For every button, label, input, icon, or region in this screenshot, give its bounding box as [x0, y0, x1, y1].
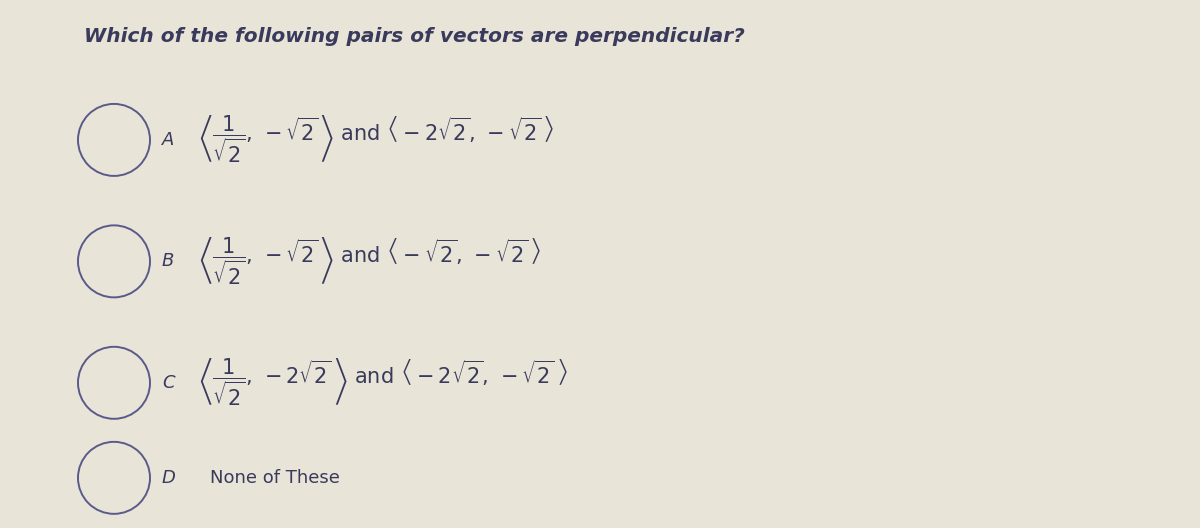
Text: $\left\langle \dfrac{1}{\sqrt{2}},\, -\sqrt{2}\, \right\rangle$ and $\left\langl: $\left\langle \dfrac{1}{\sqrt{2}},\, -\s… [198, 115, 554, 165]
Text: D: D [162, 469, 176, 487]
Text: A: A [162, 131, 174, 149]
Text: None of These: None of These [210, 469, 340, 487]
Text: B: B [162, 252, 174, 270]
Text: C: C [162, 374, 175, 392]
Text: Which of the following pairs of vectors are perpendicular?: Which of the following pairs of vectors … [84, 27, 745, 46]
Text: $\left\langle \dfrac{1}{\sqrt{2}},\, -2\sqrt{2}\, \right\rangle$ and $\left\lang: $\left\langle \dfrac{1}{\sqrt{2}},\, -2\… [198, 357, 568, 408]
Text: $\left\langle \dfrac{1}{\sqrt{2}},\, -\sqrt{2}\, \right\rangle$ and $\left\langl: $\left\langle \dfrac{1}{\sqrt{2}},\, -\s… [198, 236, 541, 287]
